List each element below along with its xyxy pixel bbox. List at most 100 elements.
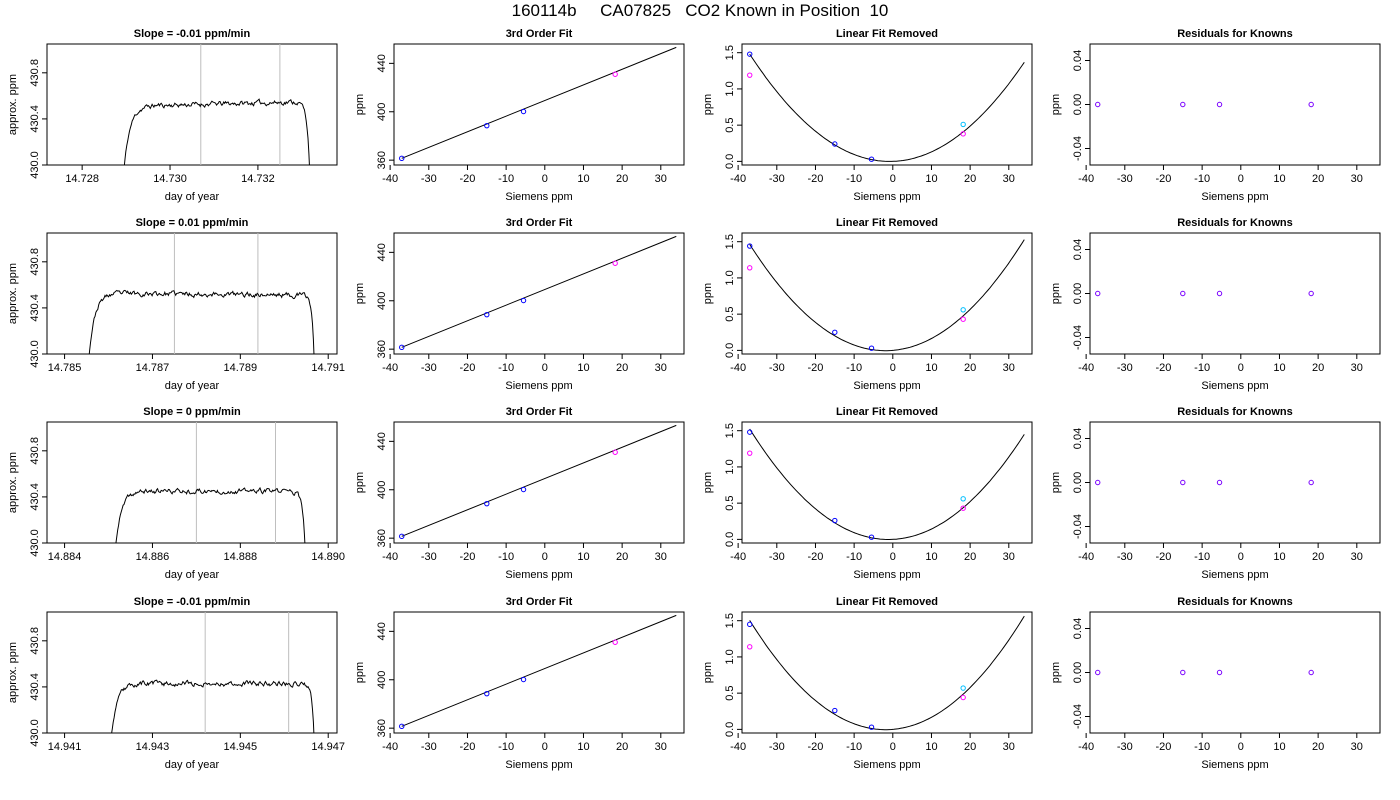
data-point [399,723,405,730]
plot-area [399,614,677,730]
x-tick-label: 20 [1312,362,1324,374]
x-tick-label: 30 [1003,173,1015,185]
concentration-trace [123,98,310,165]
data-point [868,534,875,540]
x-tick-label: -20 [460,362,476,374]
x-tick-label: 14.890 [311,551,345,563]
x-tick-label: 30 [1003,362,1015,374]
panel-title: 3rd Order Fit [506,406,573,418]
y-tick-label: -0.04 [1072,325,1084,350]
y-tick-label: 430.8 [29,59,41,87]
data-point [747,644,753,650]
y-tick-label: 430.4 [29,673,41,701]
data-point [960,307,966,313]
plot-frame [46,43,338,166]
panel-slope-row-3: Slope = 0 ppm/min 14.884 14.886 14.888 14.89… [7,406,345,581]
panel-residuals-row-3: Residuals for Knowns -40 -30 -20 -10 0 10 20 30 -… [1050,406,1381,581]
x-tick-label: 10 [577,173,589,185]
y-tick-label: 0.5 [724,118,736,133]
x-tick-label: -10 [846,173,862,185]
y-tick-label: 1.5 [724,45,736,60]
x-tick-label: 30 [1351,173,1363,185]
x-tick-label: -30 [769,173,785,185]
x-tick-label: -10 [1194,173,1210,185]
data-point [747,450,753,456]
x-tick-label: 14.787 [136,362,170,374]
x-tick-label: -40 [382,362,398,374]
y-tick-label: 440 [376,54,388,72]
quadratic-curve [749,428,1025,540]
data-point [520,108,527,115]
data-point [612,449,618,455]
y-tick-label: 360 [376,340,388,358]
x-tick-label: -10 [498,551,514,563]
data-point [832,329,838,335]
data-point [484,500,490,507]
fit-line [401,424,677,537]
x-tick-label: -30 [769,741,785,753]
x-axis-label: day of year [165,380,220,392]
x-tick-label: 10 [925,362,937,374]
y-tick-label: 0.5 [724,686,736,701]
x-tick-label: -30 [769,362,785,374]
x-tick-label: 14.728 [65,173,99,185]
plot-frame [1089,611,1381,734]
x-axis-label: Siemens ppm [505,380,572,392]
y-tick-label: 1.0 [724,649,736,664]
data-point [1216,290,1223,297]
data-point [484,690,490,697]
y-tick-label: 400 [376,481,388,499]
x-tick-label: 0 [890,741,896,753]
data-point [1308,479,1314,486]
x-tick-label: -30 [421,551,437,563]
data-point [1308,290,1314,297]
data-point [399,533,405,540]
plot-area [399,46,677,162]
data-point [832,707,838,714]
panel-title: 3rd Order Fit [506,217,573,229]
y-tick-label: 0.00 [1072,94,1084,115]
x-tick-label: -40 [1078,741,1094,753]
panel-title: Residuals for Knowns [1177,406,1293,418]
x-tick-label: 14.888 [224,551,258,563]
x-tick-label: -20 [808,173,824,185]
y-axis-label: ppm [354,283,366,304]
y-tick-label: 0.0 [724,343,736,358]
plot-area [123,44,310,165]
panel-fit-row-4: 3rd Order Fit -40 -30 -20 -10 0 10 20 30 360 400 44… [354,596,685,771]
y-tick-label: 440 [376,243,388,261]
plot-frame [46,232,338,355]
y-tick-label: 430.4 [29,105,41,133]
x-tick-label: 20 [616,741,628,753]
x-tick-label: 14.789 [224,362,258,374]
data-point [1095,290,1101,297]
y-axis-label: ppm [702,662,714,683]
y-tick-label: 430.8 [29,437,41,465]
panel-title: Residuals for Knowns [1177,596,1293,608]
y-tick-label: 0.0 [724,154,736,169]
y-tick-label: 400 [376,671,388,689]
y-axis-label: ppm [354,472,366,493]
concentration-trace [115,486,306,543]
x-tick-label: 0 [890,173,896,185]
x-tick-label: 0 [1238,741,1244,753]
x-tick-label: -10 [846,741,862,753]
x-tick-label: 14.947 [311,741,345,753]
quadratic-curve [749,615,1025,731]
panel-title: Residuals for Knowns [1177,217,1293,229]
y-axis-label: ppm [1050,662,1062,683]
concentration-trace [111,679,315,733]
x-tick-label: 20 [1312,551,1324,563]
y-axis-label: ppm [702,94,714,115]
data-point [1308,669,1314,676]
plot-area [111,612,315,733]
data-point [747,265,753,271]
data-point [1095,669,1101,676]
panel-linear-row-1: Linear Fit Removed -40 -30 -20 -10 0 10 20 30 0.0… [702,28,1033,203]
x-tick-label: 0 [890,362,896,374]
panel-title: 3rd Order Fit [506,596,573,608]
y-tick-label: 0.04 [1072,428,1084,449]
x-axis-label: Siemens ppm [853,759,920,771]
